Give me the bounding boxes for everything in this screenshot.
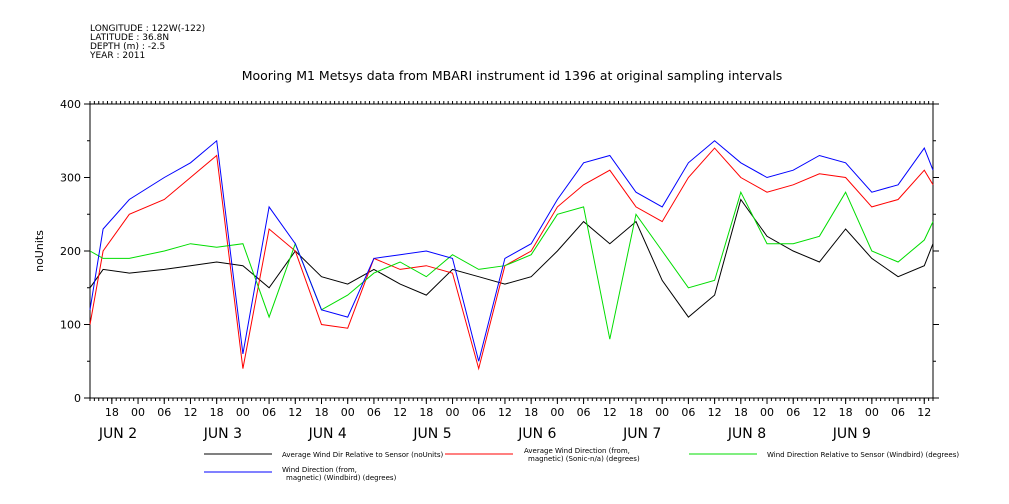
x-hour-label: 12 [498,406,512,419]
metadata-block: LONGITUDE : 122W(-122) LATITUDE : 36.8N … [89,24,205,61]
x-hour-label: 06 [157,406,171,419]
x-hour-label: 12 [393,406,407,419]
legend-label-red-line2: magnetic) (Sonic-n/a) (degrees) [528,455,640,463]
x-hour-label: 18 [839,406,853,419]
legend-label-green: Wind Direction Relative to Sensor (Windb… [767,451,959,459]
x-hour-label: 06 [367,406,381,419]
x-hour-label: 00 [865,406,879,419]
x-hour-label: 18 [105,406,119,419]
meta-depth: DEPTH (m) : -2.5 [90,42,165,52]
series-layer [89,139,934,371]
legend-label-blue-line1: Wind Direction (from, [282,466,357,474]
x-hour-label: 00 [446,406,460,419]
y-tick-label: 300 [60,172,81,185]
x-hour-label: 12 [812,406,826,419]
x-hour-label: 00 [131,406,145,419]
y-tick-label: 100 [60,319,81,332]
x-hour-label: 00 [236,406,250,419]
y-axis-label: noUnits [33,230,46,272]
plot-frame [89,103,934,399]
meta-year: YEAR : 2011 [89,51,145,61]
y-tick-label: 400 [60,98,81,111]
x-hour-label: 12 [603,406,617,419]
x-day-label: JUN 8 [727,426,766,442]
x-day-label: JUN 2 [98,426,137,442]
y-tick-label: 200 [60,245,81,258]
meta-longitude: LONGITUDE : 122W(-122) [90,24,205,34]
x-day-label: JUN 5 [412,426,451,442]
x-hour-label: 06 [262,406,276,419]
legend-label-red: Average Wind Direction (from, magnetic) … [524,447,640,463]
legend-label-red-line1: Average Wind Direction (from, [524,447,630,455]
x-hour-label: 18 [314,406,328,419]
x-axis: 18 00 06 12 18 00 06 12 18 00 06 12 18 00 06 12 18 00 06 12… [89,101,934,442]
x-hour-label: 06 [891,406,905,419]
x-hour-label: 06 [681,406,695,419]
x-hour-label: 06 [577,406,591,419]
chart-title: Mooring M1 Metsys data from MBARI instru… [242,68,783,83]
series-line-3 [89,139,934,362]
x-hour-label: 12 [708,406,722,419]
x-day-label: JUN 4 [308,426,347,442]
x-hour-label: 00 [760,406,774,419]
x-hour-label: 18 [419,406,433,419]
x-day-label: JUN 7 [622,426,661,442]
x-hour-label: 18 [524,406,538,419]
x-hour-label: 06 [472,406,486,419]
x-hour-label: 12 [288,406,302,419]
x-hour-label: 18 [629,406,643,419]
x-hour-label: 12 [183,406,197,419]
legend: Average Wind Dir Relative to Sensor (noU… [204,447,959,482]
legend-label-blue-line2: magnetic) (Windbird) (degrees) [286,474,397,482]
meta-latitude: LATITUDE : 36.8N [90,33,169,43]
x-hour-label: 00 [550,406,564,419]
x-hour-label: 06 [786,406,800,419]
x-day-label: JUN 6 [517,426,556,442]
x-hour-label: 00 [341,406,355,419]
legend-label-blue: Wind Direction (from, magnetic) (Windbir… [282,466,397,482]
legend-label-black: Average Wind Dir Relative to Sensor (noU… [282,451,443,459]
y-axis: 0 100 200 300 400 [60,98,939,405]
x-hour-label: 18 [734,406,748,419]
series-line-2 [89,190,934,340]
x-day-label: JUN 9 [832,426,871,442]
x-hour-label: 12 [917,406,931,419]
x-hour-label: 18 [210,406,224,419]
x-day-label: JUN 3 [203,426,242,442]
series-line-1 [89,147,934,371]
x-hour-label: 00 [655,406,669,419]
series-line-0 [89,198,934,318]
y-tick-label: 0 [74,392,81,405]
